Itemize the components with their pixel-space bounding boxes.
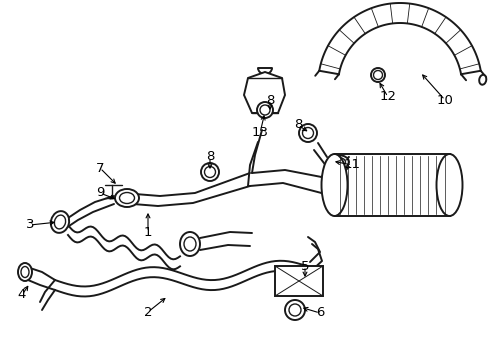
Text: 2: 2 <box>143 306 152 319</box>
Ellipse shape <box>18 263 32 281</box>
Ellipse shape <box>478 75 485 85</box>
Polygon shape <box>244 72 285 113</box>
Ellipse shape <box>257 102 272 118</box>
Ellipse shape <box>436 154 462 216</box>
Text: 8: 8 <box>205 150 214 163</box>
Ellipse shape <box>321 154 347 216</box>
Text: 8: 8 <box>265 94 274 107</box>
Text: 7: 7 <box>96 162 104 175</box>
Ellipse shape <box>180 232 200 256</box>
Text: 12: 12 <box>379 90 396 104</box>
Text: 4: 4 <box>18 288 26 302</box>
Ellipse shape <box>298 124 316 142</box>
Text: 1: 1 <box>143 225 152 238</box>
Text: 11: 11 <box>343 158 360 171</box>
Text: 3: 3 <box>26 219 34 231</box>
Text: 8: 8 <box>293 118 302 131</box>
Text: 6: 6 <box>315 306 324 320</box>
Text: 9: 9 <box>96 186 104 199</box>
Ellipse shape <box>370 68 384 82</box>
Ellipse shape <box>201 163 219 181</box>
Text: 10: 10 <box>436 94 452 107</box>
Ellipse shape <box>326 155 348 169</box>
Ellipse shape <box>285 300 305 320</box>
Text: 5: 5 <box>300 260 308 273</box>
Text: 13: 13 <box>251 126 268 139</box>
Ellipse shape <box>115 189 139 207</box>
Polygon shape <box>274 266 323 296</box>
Ellipse shape <box>51 211 69 233</box>
Bar <box>334 154 448 216</box>
